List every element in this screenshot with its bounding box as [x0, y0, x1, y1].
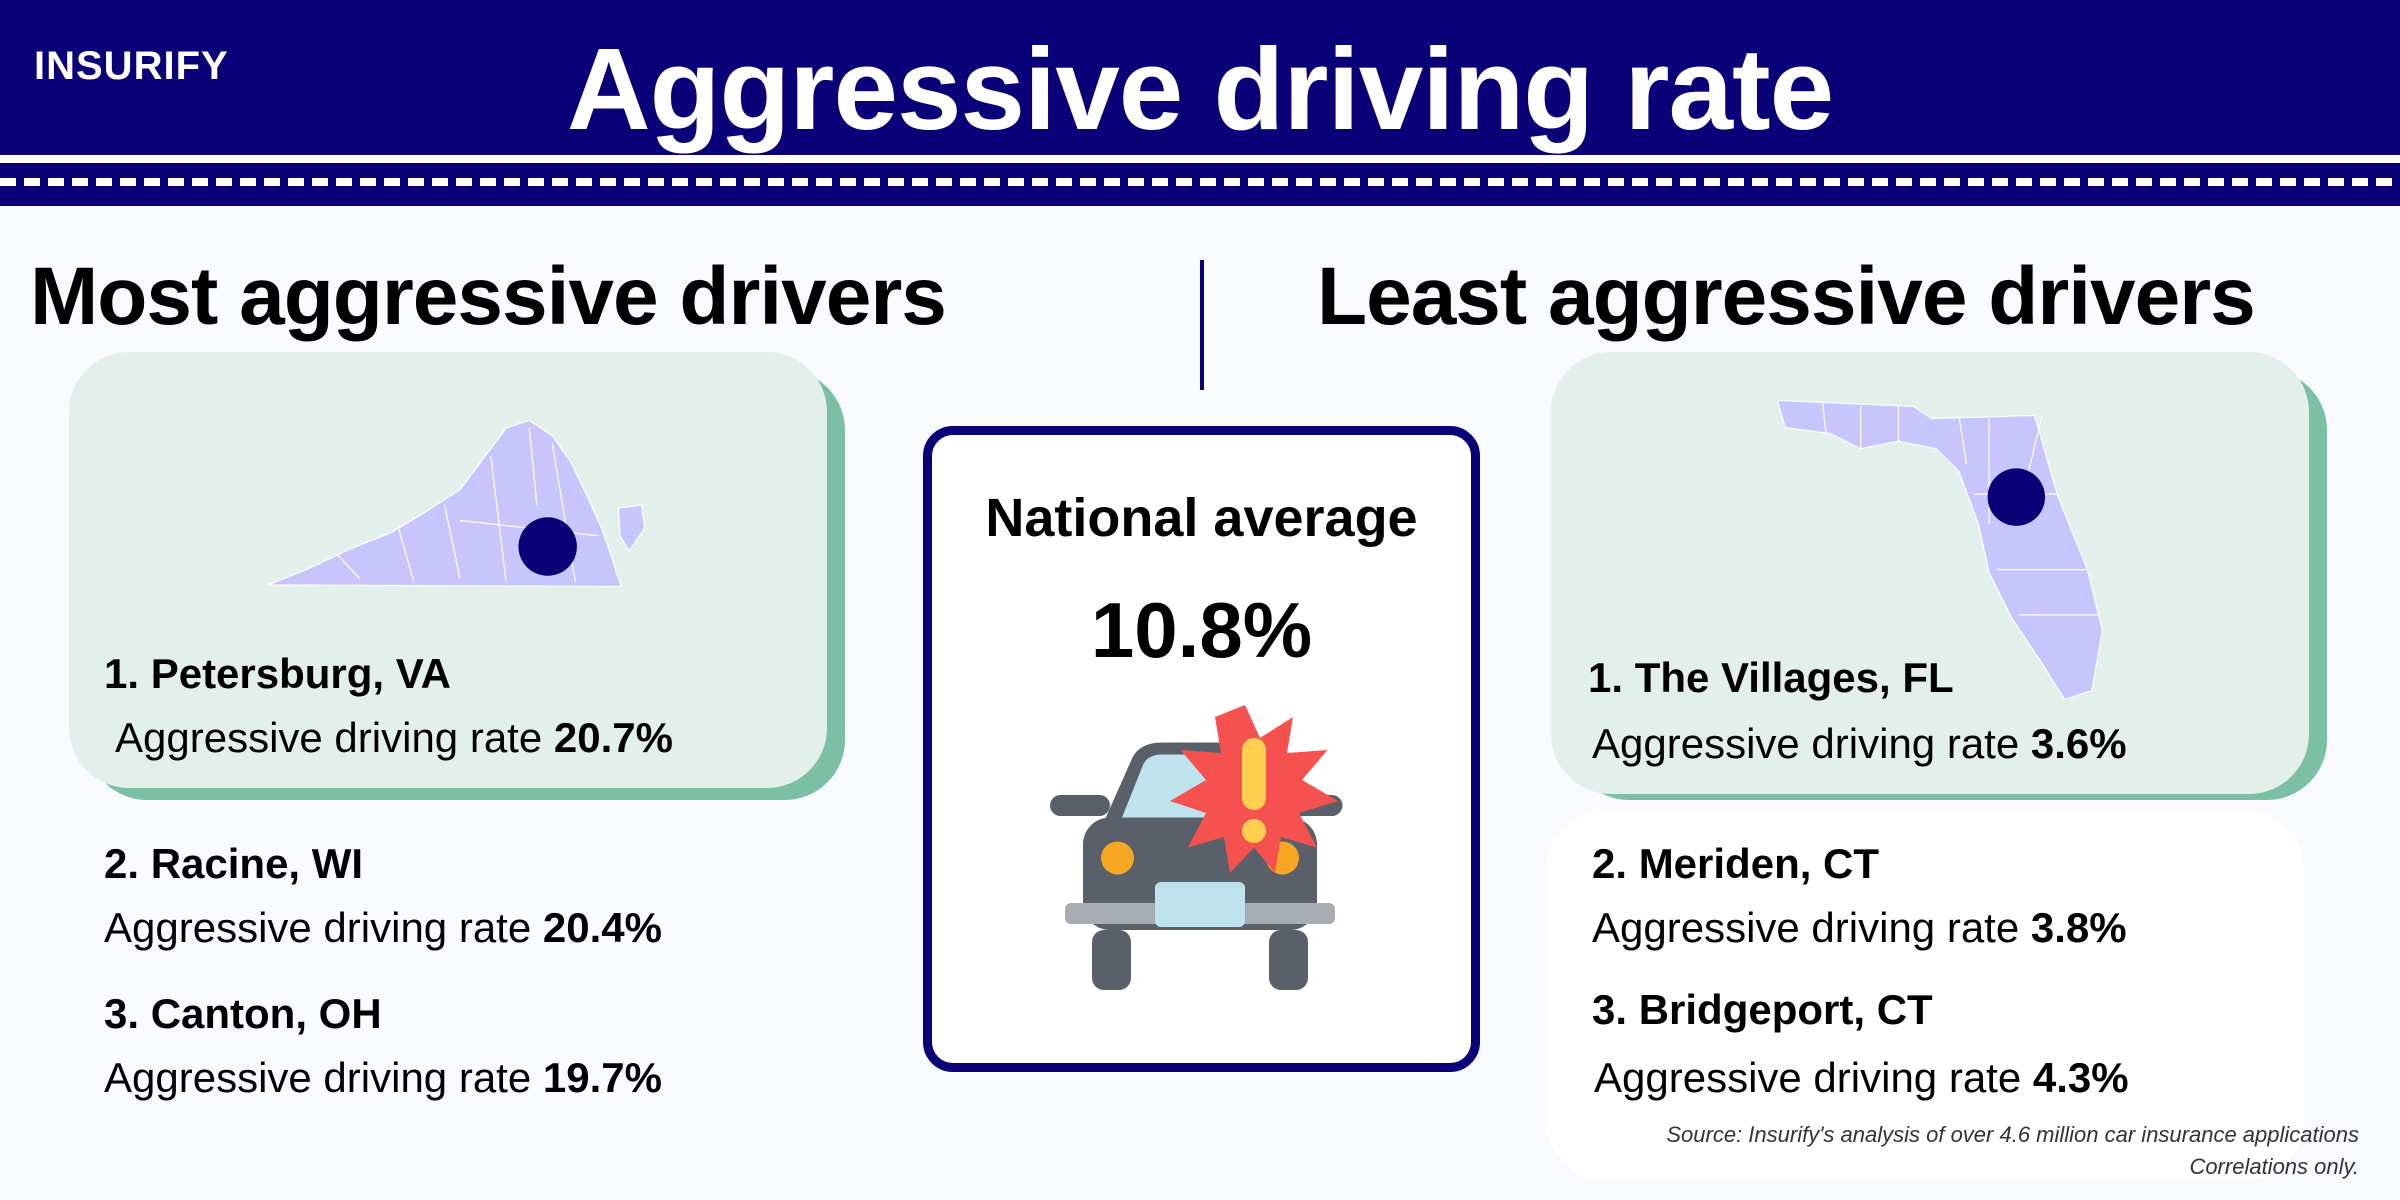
- rate-label: Aggressive driving rate: [104, 1054, 532, 1101]
- insurify-logo: INSURIFY: [34, 44, 229, 88]
- most-rank-3: 3. Canton, OH: [104, 990, 382, 1037]
- least-aggressive-heading: Least aggressive drivers: [1317, 251, 2256, 342]
- rate-value: 3.8%: [2030, 904, 2127, 951]
- rate-value: 19.7%: [542, 1054, 662, 1101]
- most-rate-2: Aggressive driving rate 20.4%: [104, 904, 662, 952]
- florida-map-icon: [1776, 399, 2104, 701]
- location-dot: [1987, 468, 2046, 526]
- header-banner: [0, 0, 2400, 206]
- rate-label: Aggressive driving rate: [1592, 720, 2020, 767]
- header-dashed-line: [0, 178, 2400, 186]
- most-rank-1: 1. Petersburg, VA: [104, 650, 451, 697]
- least-rate-3: Aggressive driving rate 4.3%: [1594, 1054, 2129, 1102]
- source-note: Source: Insurify's analysis of over 4.6 …: [1666, 1122, 2359, 1147]
- national-average-label: National average: [985, 488, 1418, 548]
- rate-value: 20.4%: [542, 904, 662, 951]
- header-divider-line: [0, 155, 2400, 163]
- rate-label: Aggressive driving rate: [115, 714, 543, 761]
- page-title: Aggressive driving rate: [566, 24, 1834, 154]
- rate-label: Aggressive driving rate: [1594, 1054, 2022, 1101]
- rate-value: 4.3%: [2032, 1054, 2129, 1101]
- most-aggressive-heading: Most aggressive drivers: [30, 251, 947, 342]
- vertical-divider: [1200, 260, 1204, 390]
- rate-label: Aggressive driving rate: [104, 904, 532, 951]
- most-rate-3: Aggressive driving rate 19.7%: [104, 1054, 662, 1102]
- rate-value: 3.6%: [2030, 720, 2127, 767]
- least-rate-1: Aggressive driving rate 3.6%: [1592, 720, 2127, 768]
- correlation-note: Correlations only.: [2189, 1154, 2359, 1179]
- least-rank-3: 3. Bridgeport, CT: [1592, 986, 1933, 1033]
- location-dot: [518, 517, 577, 576]
- most-rate-1: Aggressive driving rate 20.7%: [115, 714, 673, 762]
- national-average-box: National average 10.8%: [923, 426, 1480, 1072]
- rate-label: Aggressive driving rate: [1592, 904, 2020, 951]
- most-rank-2: 2. Racine, WI: [104, 840, 364, 887]
- car-crash-warning-icon: [1050, 705, 1343, 990]
- virginia-map-icon: [267, 419, 646, 588]
- rate-value: 20.7%: [553, 714, 673, 761]
- least-rate-2: Aggressive driving rate 3.8%: [1592, 904, 2127, 952]
- least-list-card: [1546, 810, 2304, 1180]
- national-average-value: 10.8%: [1090, 586, 1313, 674]
- least-rank-2: 2. Meriden, CT: [1592, 840, 1880, 887]
- least-rank-1: 1. The Villages, FL: [1588, 654, 1954, 701]
